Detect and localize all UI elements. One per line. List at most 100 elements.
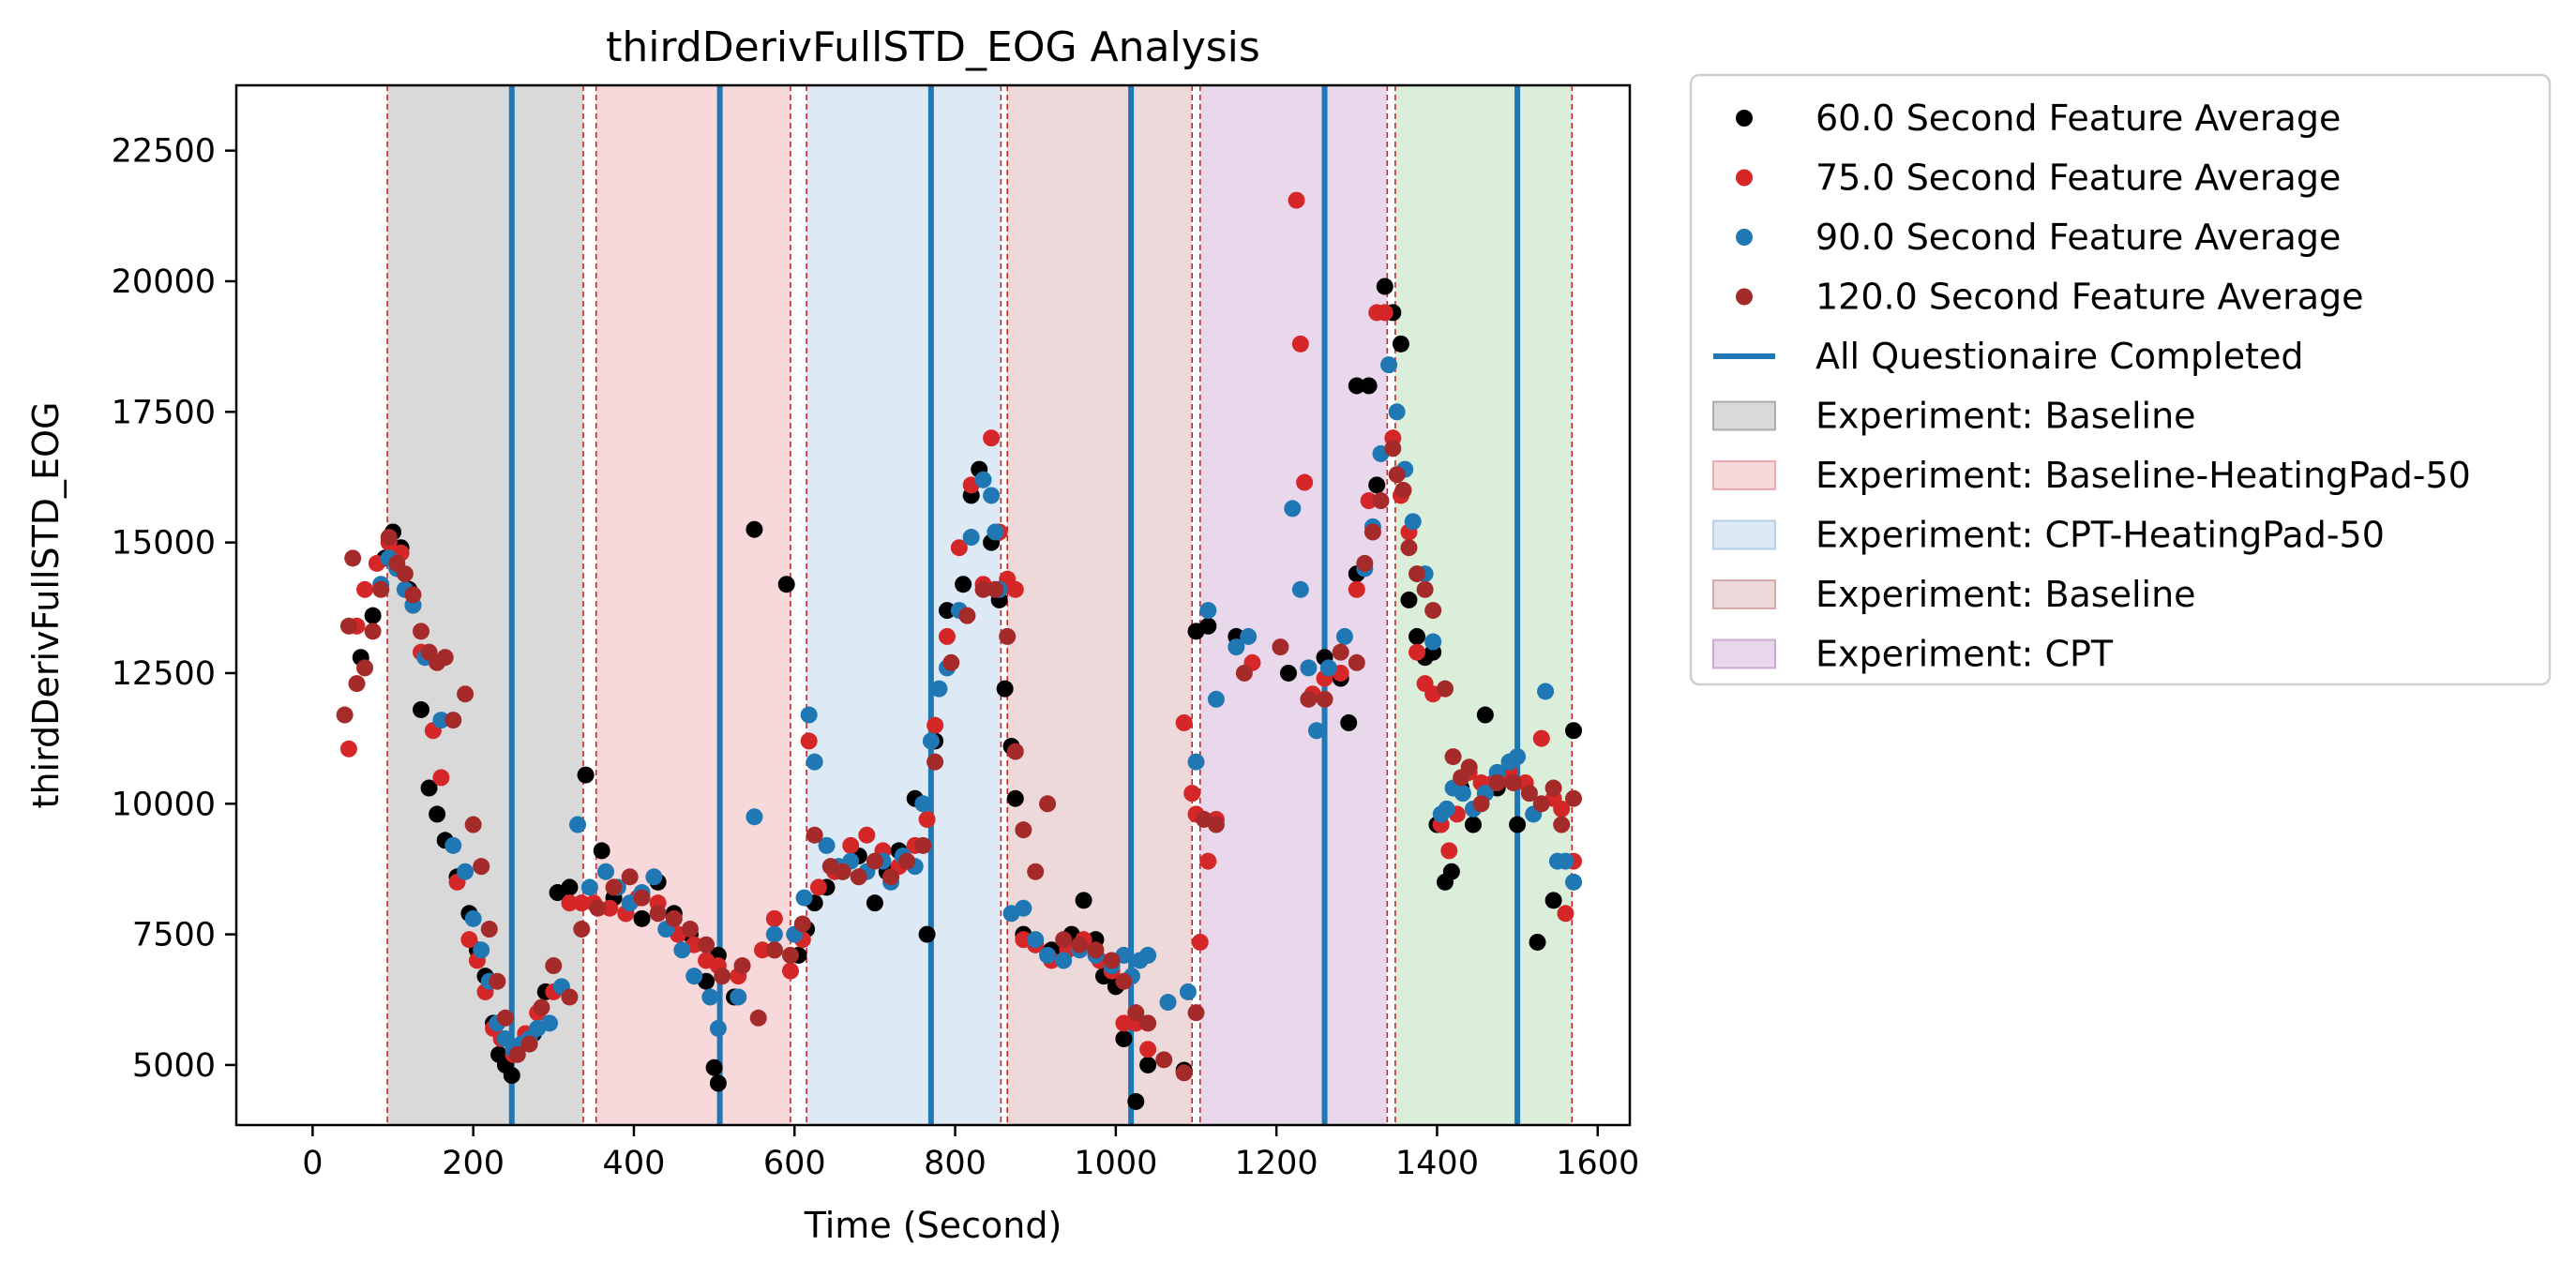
data-point (730, 988, 747, 1006)
data-point (866, 852, 883, 870)
data-point (457, 863, 475, 880)
legend-label: 90.0 Second Feature Average (1815, 217, 2341, 258)
data-point (942, 653, 960, 671)
x-tick-label: 1400 (1395, 1145, 1479, 1182)
data-point (781, 962, 799, 980)
data-point (621, 868, 639, 886)
data-point (561, 988, 579, 1006)
data-point (1075, 892, 1092, 909)
data-point (1187, 1004, 1205, 1022)
data-point (1291, 580, 1309, 598)
data-point (460, 931, 478, 949)
y-tick-label: 12500 (112, 655, 216, 693)
y-tick-label: 10000 (112, 786, 216, 823)
data-point (1300, 690, 1318, 708)
data-point (1380, 356, 1398, 374)
data-point (1363, 523, 1381, 541)
x-tick-label: 400 (603, 1145, 666, 1182)
data-point (1307, 722, 1325, 740)
data-point (950, 539, 968, 557)
x-tick-label: 200 (442, 1145, 505, 1182)
data-point (955, 576, 972, 593)
data-point (1319, 659, 1337, 677)
data-point (1529, 933, 1546, 951)
data-point (974, 471, 992, 488)
data-point (1376, 278, 1393, 295)
data-point (1424, 633, 1442, 651)
data-point (938, 627, 956, 645)
data-point (918, 925, 936, 943)
data-point (999, 627, 1017, 645)
legend-box (1689, 73, 2552, 686)
data-point (633, 889, 651, 907)
legend-patch (1712, 519, 1776, 550)
data-point (1509, 816, 1527, 833)
y-tick-label: 5000 (132, 1047, 216, 1085)
y-tick-label: 17500 (112, 394, 216, 431)
data-point (1335, 627, 1353, 645)
data-point (681, 921, 699, 938)
data-point (1532, 795, 1550, 813)
data-point (1544, 892, 1562, 909)
data-point (1437, 680, 1454, 698)
data-point (573, 921, 591, 938)
data-point (1394, 481, 1412, 499)
boundary-lines (386, 85, 1574, 1125)
data-point (749, 1009, 767, 1027)
data-point (1442, 863, 1460, 880)
data-point (380, 529, 398, 547)
data-point (1139, 1056, 1157, 1073)
data-point (850, 868, 867, 886)
data-point (348, 675, 366, 693)
data-point (444, 712, 462, 729)
data-point (496, 1009, 514, 1027)
legend-marker (1736, 229, 1753, 246)
data-point (1348, 653, 1365, 671)
data-point (1207, 690, 1225, 708)
data-point (714, 968, 731, 985)
data-point (1015, 899, 1032, 917)
data-point (1557, 852, 1574, 870)
data-point (1191, 933, 1209, 951)
data-point (596, 863, 614, 880)
data-point (1372, 492, 1390, 510)
data-point (1565, 873, 1583, 891)
legend-patch (1712, 400, 1776, 431)
data-point (356, 659, 374, 677)
data-point (1006, 743, 1024, 760)
x-axis-ticks: 0 200 400 600 800 1000 1200 1400 1600 (302, 1125, 1639, 1182)
y-tick-label: 22500 (112, 133, 216, 171)
data-point (473, 941, 490, 959)
data-point (396, 565, 414, 583)
data-point (705, 1058, 723, 1076)
data-point (569, 816, 587, 833)
data-point (561, 878, 579, 896)
data-point (1520, 785, 1538, 803)
data-point (806, 753, 823, 771)
data-point (987, 580, 1004, 598)
data-point (1228, 638, 1245, 656)
y-tick-label: 20000 (112, 263, 216, 301)
data-point (1409, 643, 1426, 661)
data-point (1565, 789, 1583, 807)
data-point (898, 852, 916, 870)
data-point (1039, 946, 1057, 964)
data-point (1384, 440, 1402, 458)
legend-label: Experiment: CPT (1815, 634, 2114, 675)
data-point (958, 607, 976, 624)
data-point (1400, 539, 1418, 557)
data-point (1159, 994, 1177, 1012)
data-point (649, 905, 667, 923)
data-point (580, 878, 598, 896)
data-point (781, 946, 799, 964)
data-point (1199, 852, 1217, 870)
data-point (1360, 377, 1378, 395)
data-point (1071, 936, 1089, 953)
x-tick-label: 0 (302, 1145, 323, 1182)
data-point (1472, 795, 1490, 813)
y-tick-label: 7500 (132, 917, 216, 954)
data-point (1139, 946, 1157, 964)
data-point (1127, 1004, 1145, 1022)
x-tick-label: 1200 (1235, 1145, 1318, 1182)
data-point (765, 925, 783, 943)
